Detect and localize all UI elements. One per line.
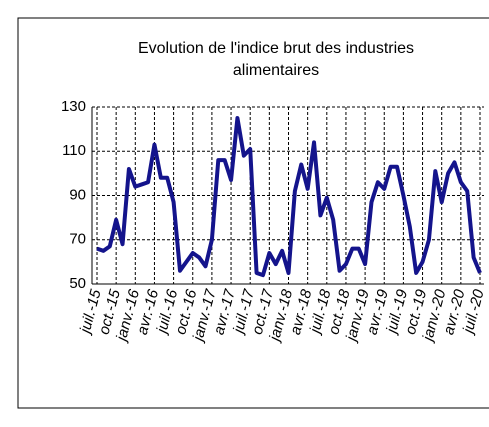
chart-title: Evolution de l'indice brut des industrie… [137, 40, 415, 79]
y-tick-label: 130 [61, 98, 86, 115]
y-tick-label: 110 [62, 142, 86, 159]
y-tick-label: 70 [69, 231, 86, 248]
chart-border [17, 17, 489, 409]
y-tick-label: 90 [69, 186, 86, 203]
data-line [96, 116, 482, 278]
y-tick-label: 50 [69, 275, 86, 292]
